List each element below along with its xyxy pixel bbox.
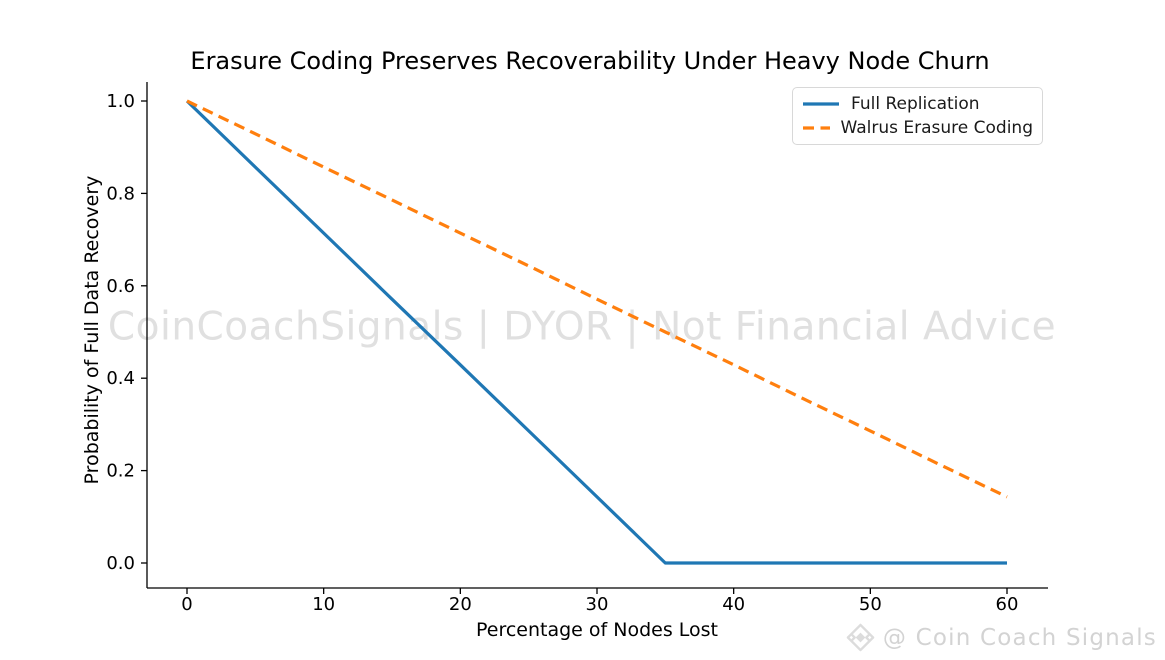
x-tick-label: 20 (449, 594, 472, 615)
x-axis-ticks: 0 10 20 30 40 50 60 (181, 588, 1018, 615)
x-axis-label: Percentage of Nodes Lost (475, 619, 719, 641)
legend-item-full-replication: Full Replication (802, 94, 1033, 114)
y-tick-label: 0.8 (106, 183, 135, 204)
y-tick-label: 0.0 (106, 553, 135, 574)
chart-title: Erasure Coding Preserves Recoverability … (190, 47, 990, 75)
x-tick-label: 0 (181, 594, 192, 615)
solid-line-sample-icon (803, 102, 839, 106)
legend-label: Walrus Erasure Coding (840, 117, 1034, 138)
y-tick-label: 0.6 (106, 276, 135, 297)
dashed-line-sample-icon (803, 126, 830, 130)
coin-coach-logo-icon (846, 623, 875, 652)
axes-spines (146, 82, 1048, 589)
corner-watermark-text: @ Coin Coach Signals (882, 624, 1157, 651)
y-tick-label: 0.4 (106, 368, 135, 389)
legend-label: Full Replication (851, 94, 980, 115)
series-line-walrus-erasure-coding (186, 99, 1008, 499)
x-tick-label: 50 (859, 594, 882, 615)
data-series-lines (185, 99, 1008, 565)
x-tick-label: 40 (722, 594, 745, 615)
x-tick-label: 60 (996, 594, 1019, 615)
y-tick-label: 1.0 (106, 91, 135, 112)
y-tick-label: 0.2 (106, 461, 135, 482)
center-watermark: CoinCoachSignals | DYOR | Not Financial … (107, 304, 1057, 350)
x-tick-label: 30 (586, 594, 609, 615)
y-axis-ticks: 0.0 0.2 0.4 0.6 0.8 1.0 (106, 91, 147, 574)
corner-watermark: @ Coin Coach Signals (845, 622, 1157, 653)
legend: Full Replication Walrus Erasure Coding (792, 87, 1043, 145)
x-tick-label: 10 (312, 594, 335, 615)
legend-item-walrus-erasure-coding: Walrus Erasure Coding (802, 118, 1033, 138)
series-line-full-replication (185, 99, 1007, 565)
